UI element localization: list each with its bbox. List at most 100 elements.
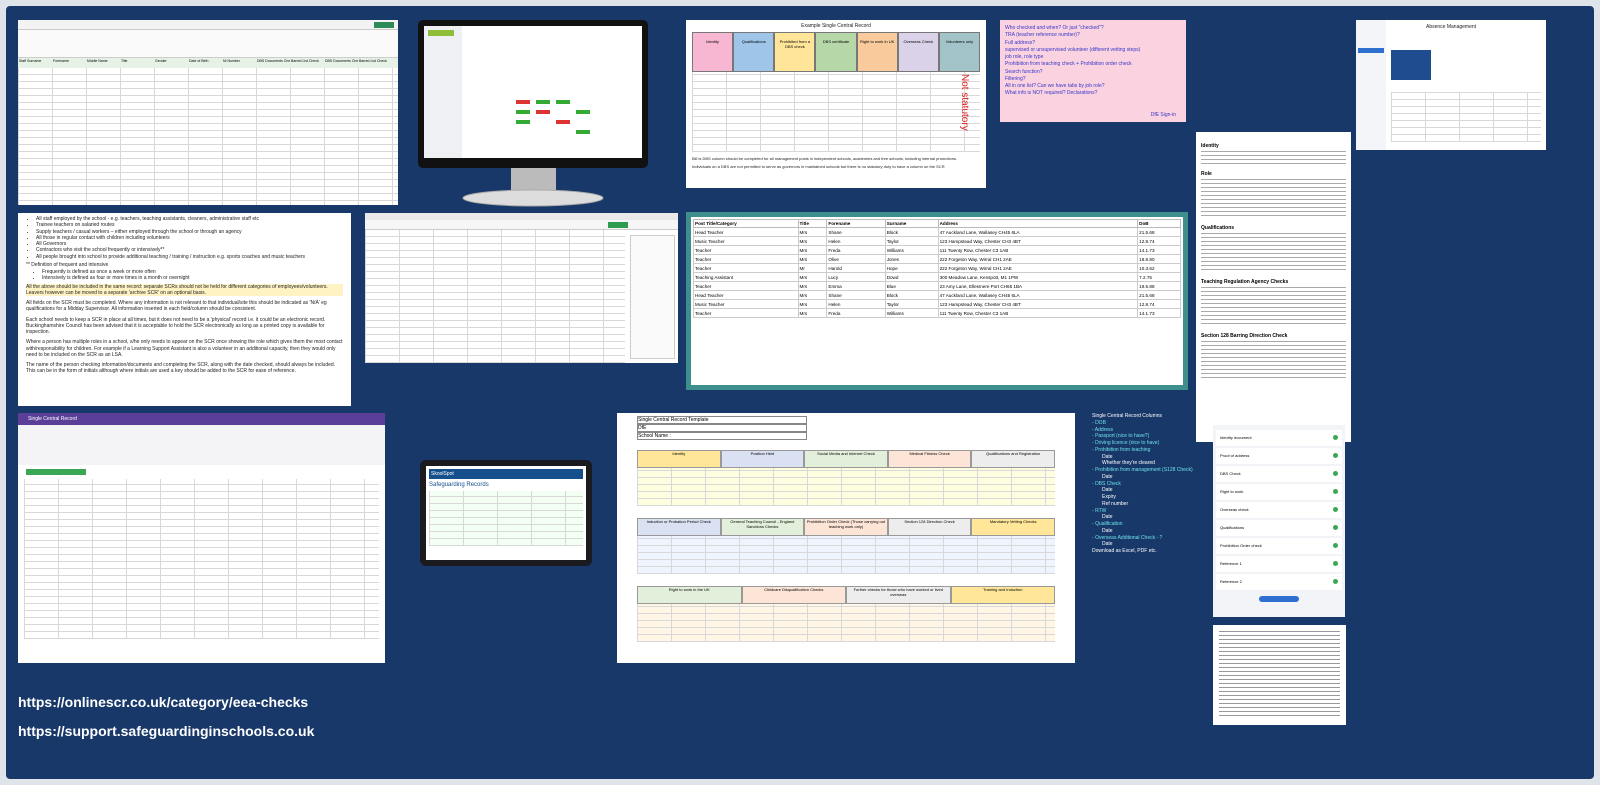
check-label: Right to work (1220, 489, 1244, 494)
header-cell: Forename (826, 219, 886, 228)
tablet: SkoolSpot Safeguarding Records (420, 460, 592, 566)
question: Full address? (1005, 39, 1036, 46)
column-header: NI Number (223, 59, 240, 63)
cell: Shane (826, 290, 886, 300)
cell: Mrs (797, 290, 828, 300)
row: Teacher Mrs Freda Williams 111 Twenty Row, C… (693, 245, 1181, 255)
bullet-mark: - (1092, 521, 1096, 527)
link[interactable]: https://support.safeguardinginschools.co… (18, 723, 315, 739)
sub-item: Date (1102, 541, 1113, 548)
cell: 222 Forgeton Way, Wirral CH1 2AE (937, 263, 1139, 273)
cell: 23 Amy Lane, Ellesmere Port CH65 1BA (937, 281, 1139, 291)
check-label: Prohibition Order check (1220, 543, 1262, 548)
column-item: - Address (1092, 427, 1202, 434)
questions: Who checked and when? Or just "checked"?… (1005, 25, 1181, 98)
cell: Mrs (797, 236, 828, 246)
check-row: DBS Check (1216, 466, 1342, 482)
cell: Teaching Assistant (693, 272, 799, 282)
column-item: - DBS Check (1092, 481, 1202, 488)
title: Safeguarding Records (429, 482, 489, 488)
section-header: Prohibition Order Check (Those carrying … (804, 518, 888, 536)
bullet-mark: - (1092, 433, 1096, 440)
section-header: Training and Induction (950, 586, 1055, 604)
heading: Section 128 Barring Direction Check (1201, 333, 1288, 339)
scr-template: Single Central Record Template DfE Schoo… (617, 413, 1075, 663)
cell: Taylor (884, 236, 939, 246)
section-header: Induction or Probation Period Check (637, 518, 721, 536)
sub-item: Whether they're cleared (1102, 460, 1155, 467)
cell: 111 Twenty Row, Chester C3 1AB (937, 245, 1139, 255)
bullet-mark: - (1092, 480, 1096, 487)
rows: Not statutory (692, 72, 980, 153)
check-icon (1333, 525, 1338, 530)
group-header: Overseas Check (897, 32, 939, 73)
org: DfE (637, 424, 807, 432)
footer: Download as Excel, PDF etc. (1092, 548, 1157, 554)
cell: 47 Auckland Lane, Wallasey CH45 6LA (937, 290, 1139, 300)
section-header: Section 128 Direction Check (887, 518, 972, 536)
cell: 123 Hampstead Way, Chester CH3 4BT (937, 299, 1139, 309)
column-item: - Qualification (1092, 521, 1202, 528)
heading: Qualifications (1201, 225, 1235, 231)
cell: Olive (826, 254, 886, 264)
link[interactable]: https://onlinescr.co.uk/category/eea-che… (18, 694, 309, 710)
cell: 21.5.68 (1137, 227, 1181, 237)
cell: Freda (826, 245, 886, 255)
question: Who checked and when? Or just "checked"? (1005, 25, 1104, 31)
check-icon (1333, 471, 1338, 476)
bullet: All those in regular contact with childr… (36, 235, 343, 241)
scr-columns: Single Central Record Columns - DOB - Add… (1092, 413, 1202, 555)
sub-item: Date (1102, 487, 1113, 494)
cell: 19.6.88 (1137, 281, 1181, 291)
footnotes: Bill is DBS column should be completed f… (692, 156, 980, 169)
question: job role, role type (1005, 54, 1044, 60)
bullet: All people brought into school to provid… (36, 254, 343, 260)
question: Prohibition from teaching check + Prohib… (1005, 61, 1132, 68)
section-header: General Teaching Council - England Sanct… (720, 518, 805, 536)
cell: 21.5.68 (1137, 290, 1181, 300)
group-header: Prohibited from a DBS check (774, 32, 816, 73)
header-cell: Title (797, 219, 828, 228)
cell: Block (884, 227, 939, 237)
check-row: Prohibition Order check (1216, 538, 1342, 554)
heading: Identity (1201, 143, 1219, 149)
header-cell: DoB (1137, 219, 1181, 228)
column-header: DBS Documents Check (257, 59, 290, 63)
cell: Music Teacher (693, 236, 799, 246)
bullet-mark: - (1092, 507, 1096, 514)
heading: Teaching Regulation Agency Checks (1201, 279, 1289, 285)
cell: 222 Forgeton Way, Wirral CH1 2AE (937, 254, 1139, 264)
bullet-mark: - (1092, 426, 1095, 433)
cell: Freda (826, 308, 886, 318)
sub-bullet: Intensively is defined as four or more t… (42, 275, 343, 281)
cell: Block (884, 290, 939, 300)
cell: Dowd (884, 272, 939, 282)
check-row: Identity document (1216, 430, 1342, 446)
highlight: All the above should be included in the … (26, 283, 343, 296)
bullet: Trainee teachers on salaried routes (36, 222, 343, 228)
bullet-mark: - (1092, 534, 1096, 541)
column-name: Prohibition from management (S128 Check) (1095, 467, 1193, 473)
column-header: DBS Documents Check (325, 59, 358, 63)
cell: Head Teacher (693, 290, 799, 300)
check-label: Qualifications (1220, 525, 1245, 530)
cell: Hope (884, 263, 939, 273)
cell: Mr (797, 263, 828, 273)
check-label: Reference 2 (1220, 579, 1242, 584)
cell: Blue (884, 281, 939, 291)
cell: Taylor (884, 299, 939, 309)
group-header: Right to work in UK (856, 32, 898, 73)
ribbon (18, 22, 398, 58)
text-lines (1201, 151, 1346, 165)
check-label: Proof of address (1220, 453, 1250, 458)
cell: Teacher (693, 263, 799, 273)
cell: Head Teacher (693, 227, 799, 237)
small-doc (1213, 625, 1346, 725)
bullet: Supply teachers / casual workers – eithe… (36, 229, 343, 235)
column-name: Driving licence (nice to have) (1095, 440, 1160, 446)
excel-screenshot: Staff Surname Forename Middle Name Title Gen… (18, 20, 398, 205)
guidance-doc: Identity Role Qualifications Teaching Regul… (1196, 132, 1351, 442)
cell: Teacher (693, 254, 799, 264)
bullet: Contractors who visit the school frequen… (36, 247, 343, 253)
row: Head Teacher Mrs Shane Block 47 Auckland Lan… (693, 227, 1181, 237)
